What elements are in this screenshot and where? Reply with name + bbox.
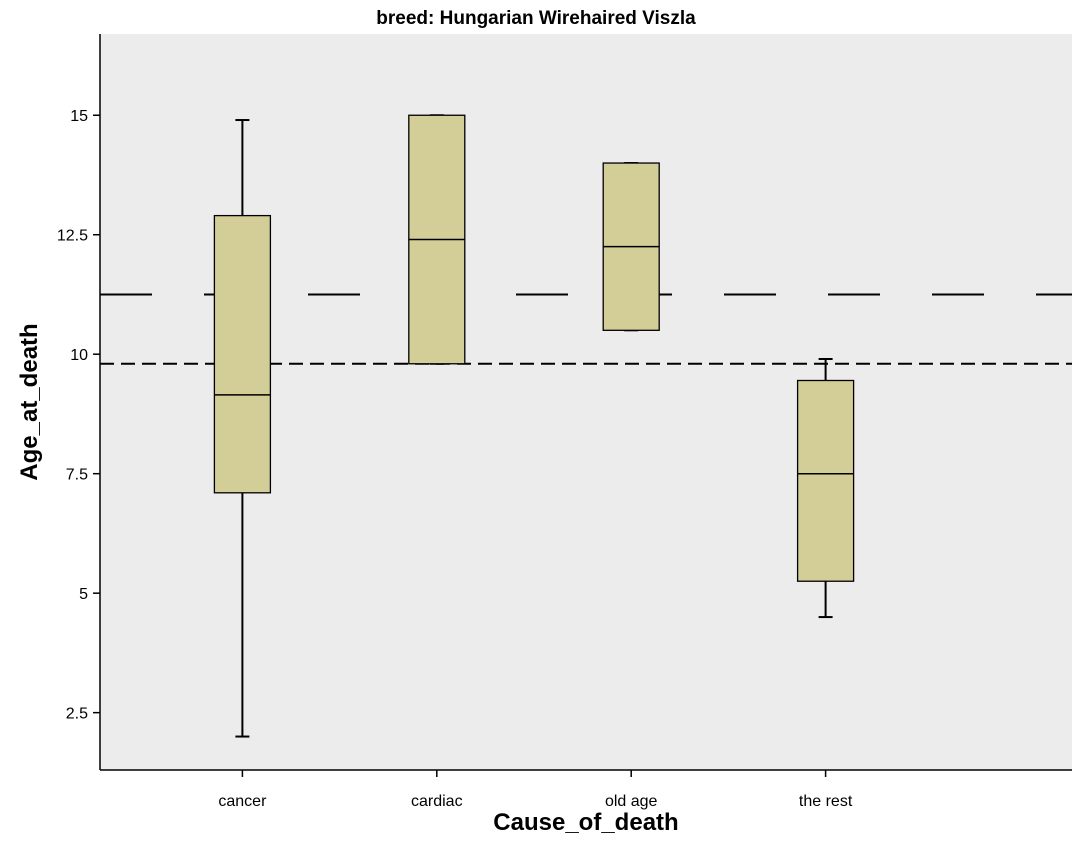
x-axis-title: Cause_of_death xyxy=(493,809,678,836)
y-axis-ticks: 2.5 5 7.5 10 12.5 15 xyxy=(57,108,100,723)
chart-title: breed: Hungarian Wirehaired Viszla xyxy=(376,8,696,29)
x-tick-label: cancer xyxy=(218,793,267,810)
y-tick-label: 2.5 xyxy=(66,706,88,723)
y-tick-label: 12.5 xyxy=(57,228,88,245)
box-cardiac xyxy=(408,114,466,365)
y-axis-title: Age_at_death xyxy=(16,323,43,480)
y-tick-label: 7.5 xyxy=(66,467,88,484)
x-tick-label: the rest xyxy=(799,793,853,810)
chart-marks xyxy=(100,114,1072,738)
box-old-age xyxy=(602,162,660,332)
x-tick-label: cardiac xyxy=(411,793,463,810)
box-cancer xyxy=(213,119,272,738)
iqr-box xyxy=(213,214,272,494)
x-tick-label: old age xyxy=(605,793,658,810)
y-tick-label: 10 xyxy=(70,347,88,364)
iqr-box xyxy=(796,379,855,582)
box-the-rest xyxy=(796,357,855,619)
y-tick-label: 15 xyxy=(70,108,88,125)
y-tick-label: 5 xyxy=(79,586,88,603)
x-axis-ticks: cancer cardiac old age the rest xyxy=(218,770,853,810)
